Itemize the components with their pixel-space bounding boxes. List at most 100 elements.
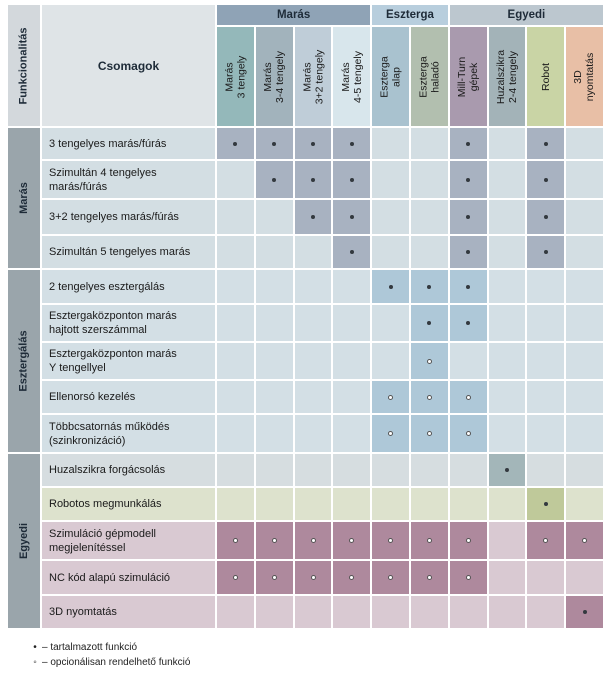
matrix-cell <box>294 415 332 452</box>
matrix-cell <box>488 270 526 303</box>
matrix-cell <box>294 270 332 303</box>
matrix-cell <box>372 343 409 379</box>
matrix-cell <box>217 381 254 413</box>
included-dot-icon <box>272 177 277 182</box>
matrix-cell <box>217 488 254 520</box>
optional-circle-icon <box>310 575 316 580</box>
matrix-cell <box>255 305 293 341</box>
matrix-cell <box>527 343 565 379</box>
column-header-label: Huzalszikra 2-4 tengely <box>494 49 519 104</box>
matrix-cell <box>449 596 487 628</box>
included-dot-icon <box>311 215 315 219</box>
matrix-cell <box>566 128 603 159</box>
included-dot-icon <box>466 177 471 182</box>
matrix-cell <box>566 236 603 268</box>
included-dot-icon <box>543 177 548 182</box>
feature-row-label: 3D nyomtatás <box>42 596 215 628</box>
matrix-cell <box>488 561 526 594</box>
included-dot-icon <box>233 141 238 146</box>
matrix-cell <box>449 454 487 486</box>
matrix-cell <box>217 343 254 379</box>
included-dot-icon <box>349 177 354 182</box>
optional-circle-icon <box>465 538 471 543</box>
matrix-cell <box>488 236 526 268</box>
matrix-cell <box>217 236 254 268</box>
column-header-label: Eszterga haladó <box>417 55 442 98</box>
included-dot-icon <box>311 141 315 146</box>
matrix-cell <box>488 343 526 379</box>
packages-header: Csomagok <box>42 5 215 126</box>
optional-circle-icon <box>349 575 355 580</box>
dot-icon: • <box>33 642 37 653</box>
functionality-header: Funkcionalitás <box>8 5 40 126</box>
matrix-cell <box>411 454 448 486</box>
included-dot-icon <box>427 321 432 325</box>
included-dot-icon <box>543 250 548 254</box>
matrix-cell <box>411 596 448 628</box>
feature-row-label: NC kód alapú szimuláció <box>42 561 215 594</box>
matrix-cell <box>217 596 254 628</box>
optional-circle-icon <box>388 538 394 543</box>
matrix-cell <box>566 488 603 520</box>
group-header-milling: Marás <box>217 5 371 25</box>
included-dot-icon <box>349 215 354 219</box>
matrix-cell <box>566 305 603 341</box>
matrix-cell <box>566 161 603 198</box>
included-dot-icon <box>388 284 393 289</box>
included-dot-icon <box>466 321 471 325</box>
matrix-cell <box>217 270 254 303</box>
matrix-cell <box>411 128 448 159</box>
matrix-cell <box>372 596 409 628</box>
included-dot-icon <box>427 284 432 289</box>
column-header: Marás 3-4 tengely <box>255 27 293 126</box>
matrix-cell <box>217 454 254 486</box>
feature-row-label: Szimultán 5 tengelyes marás <box>42 236 215 268</box>
matrix-cell <box>527 305 565 341</box>
legend-optional: ◦ – opcionálisan rendelhető funkció <box>30 657 190 668</box>
matrix-cell <box>294 488 332 520</box>
legend-included: • – tartalmazott funkció <box>30 642 137 653</box>
feature-row-label: Esztergaközponton marás hajtott szerszámm… <box>42 305 215 341</box>
column-header-label: Robot <box>539 62 552 91</box>
included-dot-icon <box>543 502 548 506</box>
feature-row-label: Szimultán 4 tengelyes marás/fúrás <box>42 161 215 198</box>
matrix-cell <box>294 381 332 413</box>
matrix-cell <box>488 381 526 413</box>
matrix-cell <box>527 561 565 594</box>
matrix-cell <box>449 343 487 379</box>
matrix-cell <box>527 454 565 486</box>
matrix-cell <box>372 200 409 234</box>
feature-row-label: 2 tengelyes esztergálás <box>42 270 215 303</box>
optional-circle-icon <box>310 538 316 543</box>
column-header-label: Marás 3-4 tengely <box>262 50 287 103</box>
matrix-cell <box>488 128 526 159</box>
matrix-cell <box>566 415 603 452</box>
column-header: Eszterga haladó <box>411 27 448 126</box>
matrix-cell <box>488 200 526 234</box>
matrix-cell <box>372 305 409 341</box>
included-dot-icon <box>466 141 471 146</box>
optional-circle-icon <box>426 394 432 400</box>
column-header-label: Eszterga alap <box>378 55 403 98</box>
matrix-cell <box>255 415 293 452</box>
matrix-cell <box>527 270 565 303</box>
matrix-cell <box>488 488 526 520</box>
matrix-cell <box>566 200 603 234</box>
included-dot-icon <box>466 215 471 219</box>
matrix-cell <box>255 596 293 628</box>
matrix-cell <box>333 343 371 379</box>
matrix-cell <box>333 270 371 303</box>
group-header-turning: Eszterga <box>372 5 448 25</box>
column-header-label: Marás 3+2 tengely <box>301 49 325 104</box>
matrix-cell <box>333 415 371 452</box>
feature-row-label: 3 tengelyes marás/fúrás <box>42 128 215 159</box>
column-header-label: Marás 3 tengely <box>223 55 248 98</box>
included-dot-icon <box>543 215 548 219</box>
matrix-cell <box>217 161 254 198</box>
matrix-cell <box>333 454 371 486</box>
matrix-cell <box>488 522 526 559</box>
included-dot-icon <box>466 284 471 289</box>
matrix-cell <box>372 128 409 159</box>
matrix-cell <box>372 488 409 520</box>
legend-optional-text: – opcionálisan rendelhető funkció <box>42 657 191 668</box>
